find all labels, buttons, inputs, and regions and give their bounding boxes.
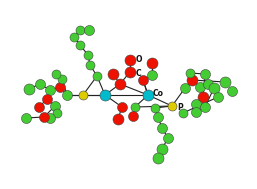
Point: [194, 102, 198, 105]
Point: [24, 116, 28, 119]
Point: [198, 85, 202, 88]
Point: [78, 29, 82, 32]
Point: [160, 126, 164, 129]
Point: [166, 136, 170, 139]
Point: [206, 82, 210, 85]
Point: [38, 82, 42, 85]
Point: [87, 29, 91, 32]
Point: [58, 85, 62, 88]
Point: [54, 73, 58, 76]
Point: [160, 147, 164, 150]
Point: [118, 82, 122, 85]
Point: [37, 105, 41, 108]
Point: [48, 116, 52, 119]
Point: [201, 95, 205, 98]
Point: [55, 112, 59, 115]
Text: Co: Co: [153, 90, 164, 98]
Point: [141, 78, 145, 81]
Point: [181, 112, 185, 115]
Point: [53, 105, 57, 108]
Point: [170, 105, 174, 108]
Point: [111, 73, 115, 76]
Point: [156, 156, 160, 160]
Point: [42, 115, 46, 119]
Point: [183, 87, 187, 90]
Point: [128, 70, 132, 74]
Text: P: P: [177, 102, 183, 112]
Point: [188, 71, 192, 74]
Point: [223, 81, 227, 84]
Point: [88, 64, 92, 67]
Point: [72, 36, 76, 39]
Point: [128, 58, 132, 61]
Text: O: O: [136, 56, 142, 64]
Point: [190, 78, 194, 81]
Point: [60, 77, 64, 81]
Point: [153, 106, 157, 109]
Point: [216, 95, 220, 98]
Point: [156, 115, 160, 119]
Point: [212, 87, 216, 90]
Point: [86, 53, 90, 57]
Point: [120, 105, 124, 108]
Point: [203, 105, 207, 108]
Text: C: C: [136, 68, 142, 77]
Point: [103, 94, 107, 97]
Point: [230, 89, 234, 92]
Point: [48, 88, 52, 91]
Point: [45, 98, 49, 101]
Point: [146, 94, 150, 97]
Point: [65, 94, 69, 97]
Point: [150, 61, 154, 64]
Point: [81, 94, 85, 97]
Point: [78, 43, 82, 46]
Point: [203, 73, 207, 76]
Point: [150, 74, 154, 77]
Point: [95, 74, 99, 77]
Point: [116, 118, 120, 121]
Point: [27, 88, 31, 91]
Point: [133, 105, 137, 108]
Point: [194, 111, 198, 114]
Point: [131, 115, 135, 118]
